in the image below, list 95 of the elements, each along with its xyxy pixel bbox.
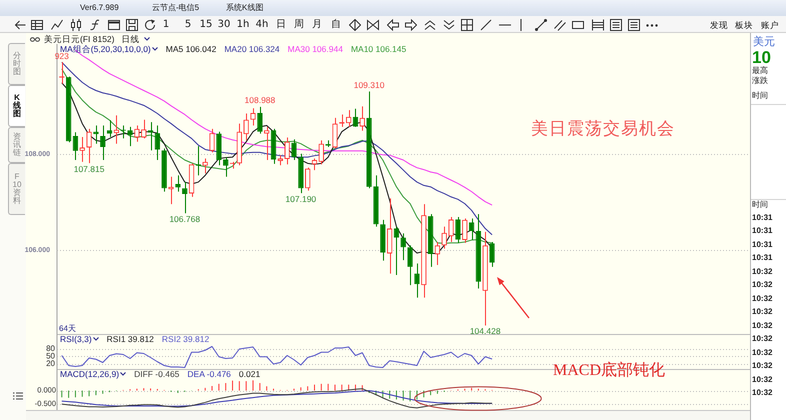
candlestick [278,154,284,166]
candlestick [448,216,454,242]
candlestick [346,110,352,128]
candlestick [154,124,160,160]
candlestick [72,132,78,160]
candlestick [223,156,228,178]
text: 时间 [752,91,768,100]
tab: K线图 [8,85,25,127]
candlestick [462,218,468,244]
candlestick [209,128,215,153]
candlestick [141,119,146,139]
series-label: RSI2 39.812 [162,334,210,344]
annotation: 64天 [59,324,76,333]
text: 1 [162,18,170,30]
text: MACD底部钝化 [553,362,666,379]
text: 日 [276,18,286,30]
candlestick [360,106,365,132]
text: 1h [236,18,250,30]
text: 10:32 [752,374,772,384]
text: 30 [218,18,230,30]
text: MA30 106.944 [288,44,343,54]
candlestick [400,232,406,261]
candlestick [86,128,92,164]
candlestick [244,113,249,141]
tab: 分时图 [8,43,25,85]
text: 15 [200,18,212,30]
text: 10:32 [752,388,772,397]
text: 10:32 [752,320,772,330]
candlestick [291,138,297,160]
text: 云节点-电信5 [152,3,200,12]
text: 月 [312,18,322,30]
text: 最高 [752,66,768,75]
tab: F10资料 [8,163,25,215]
text: 10:32 [752,280,772,289]
text: 板块 [735,20,753,30]
text: 4h [256,18,268,30]
annotation: 104.428 [470,326,501,336]
text: 10:32 [752,266,772,276]
text: 涨跌 [752,76,768,85]
annotation: RSI1 39.812 [106,334,154,344]
text: 账户 [761,20,779,30]
text: 10:32 [752,361,772,370]
text: 10:32 [752,348,772,356]
text: MA5 106.042 [166,44,216,54]
text: 10:31 [752,212,772,222]
text: 10:31 [752,253,772,262]
annotation: 108.988 [244,95,276,106]
text: 10:31 [752,240,772,248]
annotation: 107.190 [285,194,316,204]
text: DIFF -0.465 [134,369,180,379]
candlestick [305,167,310,192]
candlestick [442,226,447,250]
annotation: 0.021 [238,369,260,379]
text: 时间 [752,200,768,209]
tab: 资讯链 [8,127,25,163]
candlestick [202,158,208,174]
candlestick [284,136,290,165]
text: 10:32 [752,334,772,343]
text: 10:32 [752,294,772,302]
y-tick-label: 20 [46,359,56,368]
candlestick [93,124,99,144]
text: 美元 [753,36,775,48]
candlestick [407,244,413,286]
text: MA20 106.324 [224,44,280,54]
annotation: 107.815 [74,164,104,174]
text: 10:32 [752,307,772,316]
legend-title: RSI(3,3) [60,334,92,344]
candlestick [182,182,188,214]
text: 10 [752,48,771,67]
chart-subtitle: 日线 [122,34,140,44]
candlestick [386,198,392,274]
text: MA10 106.145 [350,44,406,54]
candlestick [100,124,106,160]
candlestick [80,136,85,162]
text: 系统K线图 [226,3,264,12]
candlestick [257,106,263,134]
y-tick-label: 50 [46,352,56,361]
candlestick [312,158,318,171]
chart-title: 美元日元(FI 8152) [44,34,114,44]
y-tick-label: 80 [46,344,56,354]
candlestick [455,216,461,244]
annotation: 106.768 [169,214,200,224]
text: 美日震荡交易机会 [531,119,675,138]
text: 自 [331,18,341,30]
text: 10:31 [752,226,772,235]
legend-title: MACD(12,26,9) [60,369,120,379]
candlestick [175,174,181,192]
text: 发现 [710,20,728,30]
candlestick [332,117,338,149]
annotation: 109.310 [354,80,384,90]
text: Ver6.7.989 [80,3,119,12]
text: DEA -0.476 [187,369,231,379]
candlestick [318,140,324,165]
text: 周 [294,18,304,30]
text: 5 [184,18,192,30]
